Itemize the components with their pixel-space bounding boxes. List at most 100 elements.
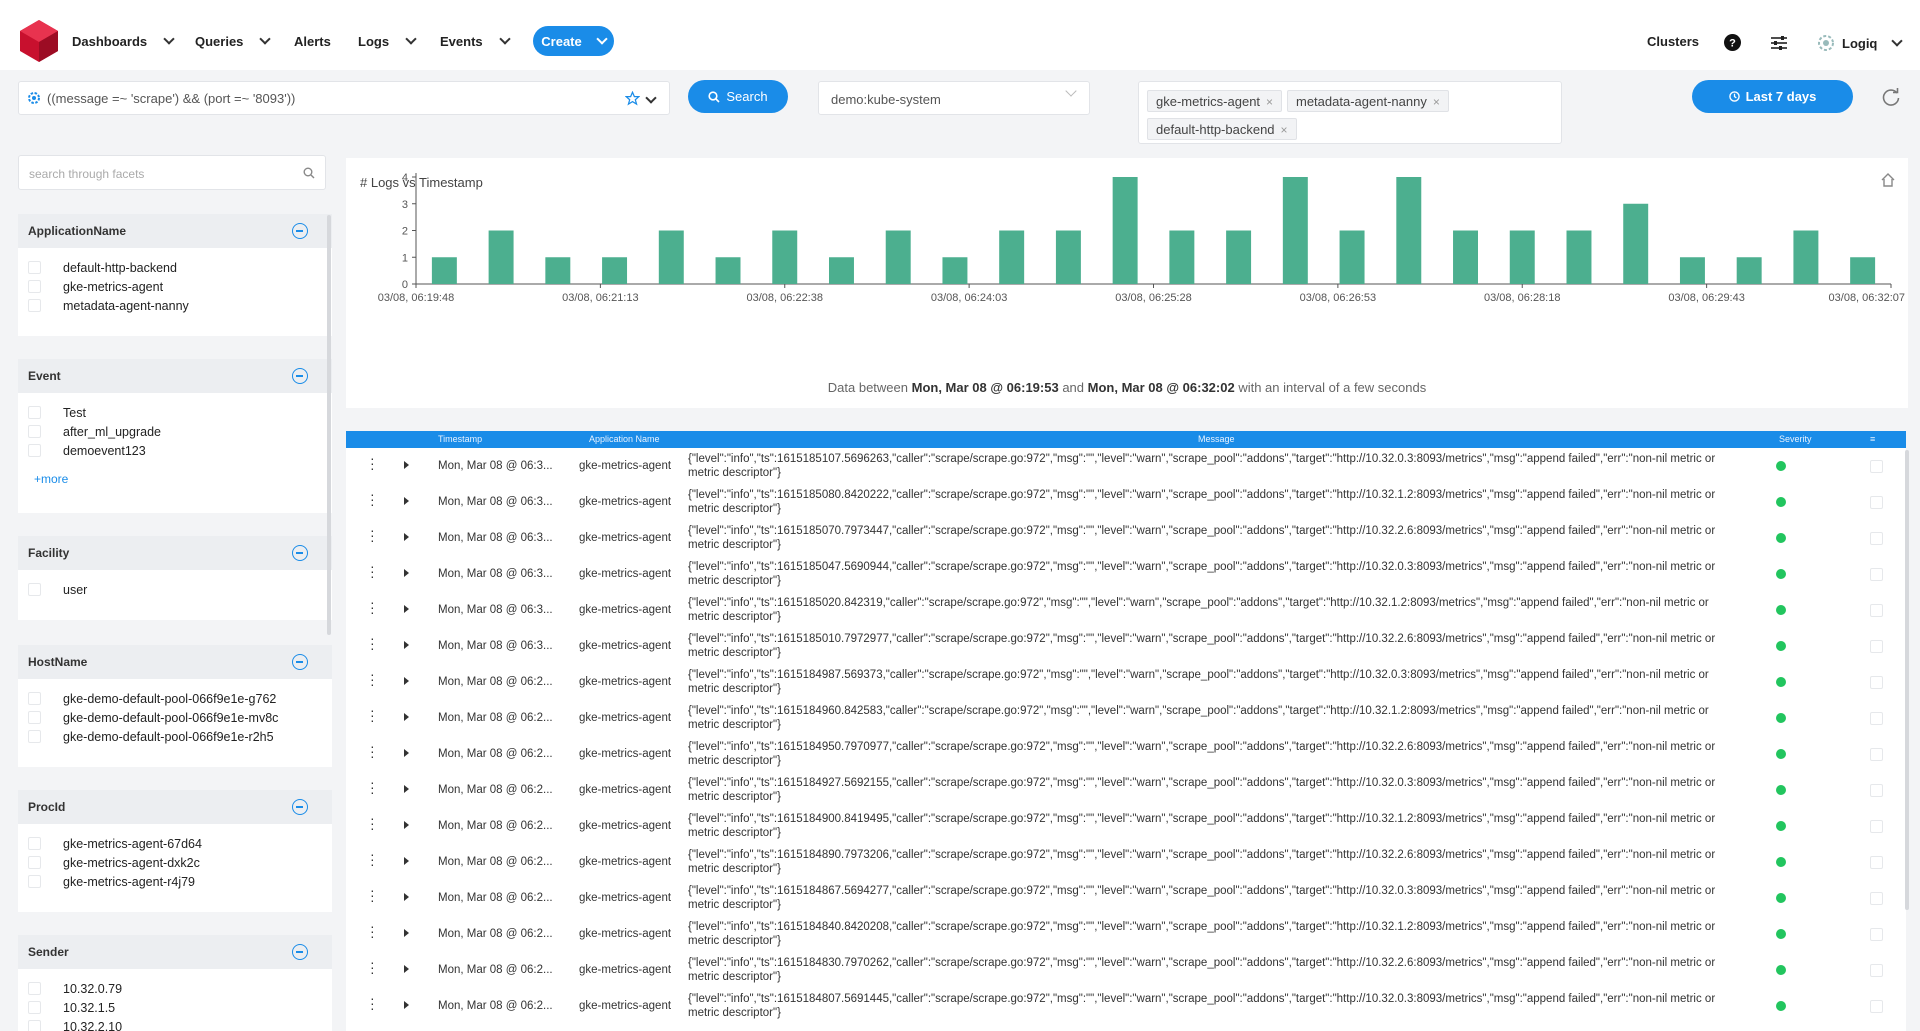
table-row[interactable]: · · · Mon, Mar 08 @ 06:3... gke-metrics-agen… (346, 484, 1906, 520)
expand-caret-icon[interactable] (404, 605, 409, 613)
checkbox[interactable] (28, 1020, 41, 1031)
create-button[interactable]: Create (533, 26, 614, 56)
checkbox[interactable] (28, 711, 41, 724)
nav-dashboards[interactable]: Dashboards (72, 33, 175, 49)
row-menu-icon[interactable]: · · · (370, 846, 375, 872)
row-menu-icon[interactable]: · · · (370, 522, 375, 548)
facet-option[interactable]: 10.32.2.10 (18, 1017, 332, 1031)
facet-option[interactable]: gke-metrics-agent-dxk2c (18, 853, 332, 872)
sliders-icon[interactable] (1770, 35, 1788, 51)
close-icon[interactable]: × (1266, 95, 1274, 109)
query-input[interactable]: ((message =~ 'scrape') && (port =~ '8093… (18, 81, 670, 115)
chart-bar[interactable] (1850, 257, 1876, 284)
row-checkbox[interactable] (1870, 712, 1883, 725)
search-button[interactable]: Search (688, 80, 788, 113)
row-checkbox[interactable] (1870, 820, 1883, 833)
table-row[interactable]: · · · Mon, Mar 08 @ 06:2... gke-metrics-agen… (346, 844, 1906, 880)
settings-icon[interactable] (27, 91, 41, 105)
chart-bar[interactable] (885, 230, 911, 285)
refresh-icon[interactable] (1880, 86, 1902, 108)
row-checkbox[interactable] (1870, 676, 1883, 689)
facet-option[interactable]: gke-demo-default-pool-066f9e1e-g762 (18, 689, 332, 708)
expand-caret-icon[interactable] (404, 749, 409, 757)
row-checkbox[interactable] (1870, 892, 1883, 905)
facet-option[interactable]: gke-demo-default-pool-066f9e1e-r2h5 (18, 727, 332, 746)
chart-bar[interactable] (545, 257, 571, 284)
expand-caret-icon[interactable] (404, 677, 409, 685)
expand-caret-icon[interactable] (404, 569, 409, 577)
namespace-select[interactable]: demo:kube-system (818, 81, 1090, 115)
user-menu[interactable]: Logiq (1816, 33, 1904, 53)
table-row[interactable]: · · · Mon, Mar 08 @ 06:3... gke-metrics-agen… (346, 592, 1906, 628)
close-icon[interactable]: × (1432, 95, 1440, 109)
collapse-icon[interactable] (292, 545, 308, 561)
table-row[interactable]: · · · Mon, Mar 08 @ 06:2... gke-metrics-agen… (346, 664, 1906, 700)
chart-bar[interactable] (1112, 177, 1138, 284)
table-scrollbar[interactable] (1905, 450, 1909, 910)
row-checkbox[interactable] (1870, 964, 1883, 977)
table-row[interactable]: · · · Mon, Mar 08 @ 06:2... gke-metrics-agen… (346, 700, 1906, 736)
row-checkbox[interactable] (1870, 928, 1883, 941)
expand-caret-icon[interactable] (404, 821, 409, 829)
checkbox[interactable] (28, 406, 41, 419)
row-menu-icon[interactable]: · · · (370, 630, 375, 656)
expand-caret-icon[interactable] (404, 641, 409, 649)
home-icon[interactable] (1880, 172, 1896, 188)
row-checkbox[interactable] (1870, 856, 1883, 869)
chart-bar[interactable] (942, 257, 968, 284)
column-menu-icon[interactable]: ≡ (1870, 434, 1876, 444)
table-row[interactable]: · · · Mon, Mar 08 @ 06:3... gke-metrics-agen… (346, 628, 1906, 664)
facet-option[interactable]: gke-demo-default-pool-066f9e1e-mv8c (18, 708, 332, 727)
facet-search-input[interactable]: search through facets (18, 155, 326, 190)
facet-option[interactable]: gke-metrics-agent-67d64 (18, 834, 332, 853)
checkbox[interactable] (28, 875, 41, 888)
facet-option[interactable]: Test (18, 403, 332, 422)
chart-bar[interactable] (1679, 257, 1705, 284)
row-menu-icon[interactable]: · · · (370, 990, 375, 1016)
checkbox[interactable] (28, 856, 41, 869)
expand-caret-icon[interactable] (404, 965, 409, 973)
chart-bar[interactable] (1169, 230, 1195, 285)
row-checkbox[interactable] (1870, 748, 1883, 761)
row-menu-icon[interactable]: · · · (370, 810, 375, 836)
expand-caret-icon[interactable] (404, 785, 409, 793)
row-checkbox[interactable] (1870, 640, 1883, 653)
star-icon[interactable] (625, 91, 640, 106)
checkbox[interactable] (28, 692, 41, 705)
checkbox[interactable] (28, 299, 41, 312)
row-menu-icon[interactable]: · · · (370, 738, 375, 764)
collapse-icon[interactable] (292, 654, 308, 670)
checkbox[interactable] (28, 1001, 41, 1014)
table-row[interactable]: · · · Mon, Mar 08 @ 06:3... gke-metrics-agen… (346, 556, 1906, 592)
facet-option[interactable]: gke-metrics-agent (18, 277, 332, 296)
app-tags-select[interactable]: gke-metrics-agent × metadata-agent-nanny ×… (1138, 81, 1562, 144)
facet-option[interactable]: gke-metrics-agent-r4j79 (18, 872, 332, 891)
facet-option[interactable]: metadata-agent-nanny (18, 296, 332, 315)
checkbox[interactable] (28, 425, 41, 438)
chart-bar[interactable] (1566, 230, 1592, 285)
clusters-link[interactable]: Clusters (1647, 34, 1700, 49)
table-row[interactable]: · · · Mon, Mar 08 @ 06:2... gke-metrics-agen… (346, 880, 1906, 916)
checkbox[interactable] (28, 444, 41, 457)
chart-bar[interactable] (1736, 257, 1762, 284)
table-row[interactable]: · · · Mon, Mar 08 @ 06:2... gke-metrics-agen… (346, 772, 1906, 808)
row-menu-icon[interactable]: · · · (370, 558, 375, 584)
expand-caret-icon[interactable] (404, 929, 409, 937)
chart-bar[interactable] (488, 230, 514, 285)
chart-bar[interactable] (1509, 230, 1535, 285)
collapse-icon[interactable] (292, 799, 308, 815)
row-menu-icon[interactable]: · · · (370, 954, 375, 980)
row-menu-icon[interactable]: · · · (370, 486, 375, 512)
nav-logs[interactable]: Logs (358, 33, 417, 49)
expand-caret-icon[interactable] (404, 461, 409, 469)
chart-bar[interactable] (1453, 230, 1478, 285)
row-menu-icon[interactable]: · · · (370, 702, 375, 728)
col-header-app[interactable]: Application Name (589, 434, 660, 444)
expand-caret-icon[interactable] (404, 857, 409, 865)
expand-caret-icon[interactable] (404, 713, 409, 721)
row-menu-icon[interactable]: · · · (370, 774, 375, 800)
expand-caret-icon[interactable] (404, 497, 409, 505)
chart-bar[interactable] (1282, 177, 1308, 284)
table-row[interactable]: · · · Mon, Mar 08 @ 06:3... gke-metrics-agen… (346, 520, 1906, 556)
chart-bar[interactable] (602, 257, 628, 284)
